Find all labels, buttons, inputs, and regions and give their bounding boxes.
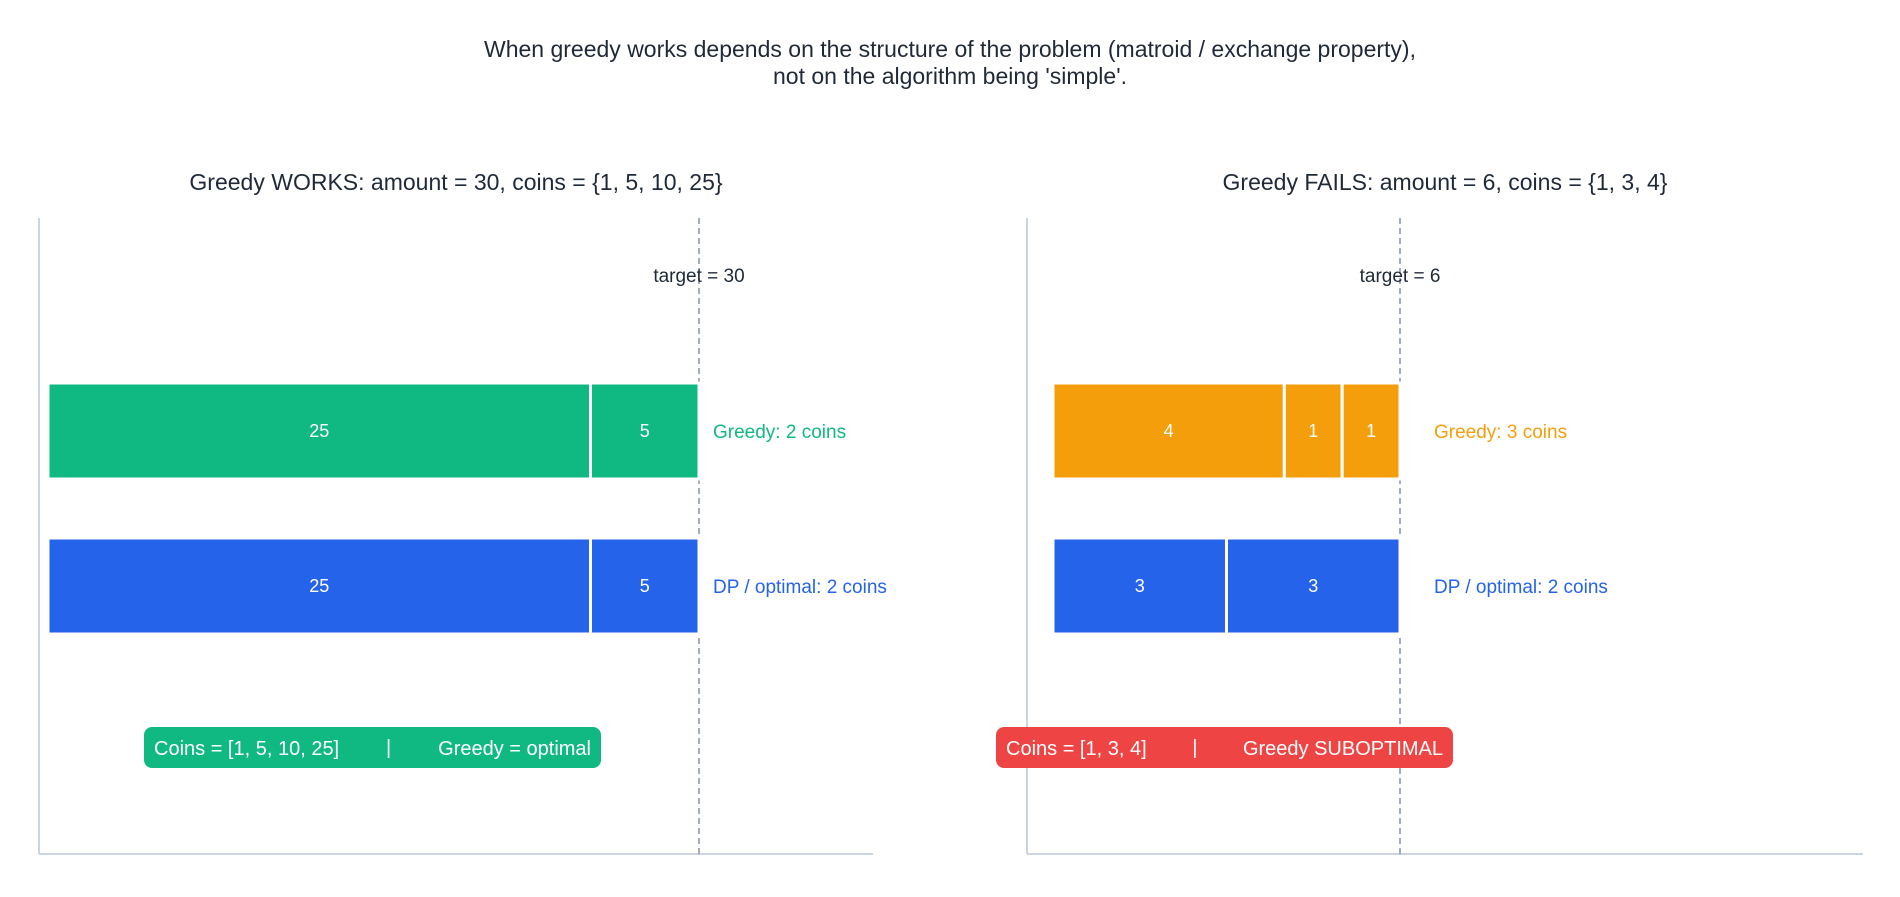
panel-works: Greedy WORKS: amount = 30, coins = {1, 5…: [38, 169, 887, 855]
coin-label: 5: [640, 576, 650, 596]
figure-title-line-1: When greedy works depends on the structu…: [484, 36, 1416, 62]
badge-right-text: Greedy = optimal: [438, 738, 591, 760]
coin-segment: [1225, 536, 1402, 636]
coin-label: 3: [1135, 576, 1145, 596]
coin-segment: [589, 536, 701, 636]
panel-fails: Greedy FAILS: amount = 6, coins = {1, 3,…: [996, 169, 1863, 855]
series-label: Greedy: 3 coins: [1434, 422, 1567, 443]
badge-separator: |: [386, 737, 391, 759]
badge-right-text: Greedy SUBOPTIMAL: [1243, 738, 1443, 760]
target-label: target = 30: [653, 266, 744, 287]
panel-title: Greedy WORKS: amount = 30, coins = {1, 5…: [189, 169, 722, 195]
coin-segment: [1051, 381, 1286, 481]
coin-segment: [1340, 381, 1402, 481]
coin-segment: [46, 536, 592, 636]
coin-segment: [46, 381, 592, 481]
badge-background: [144, 727, 601, 768]
summary-badge: Coins = [1, 3, 4] | Greedy SUBOPTIMAL: [996, 727, 1453, 768]
series-label: DP / optimal: 2 coins: [713, 577, 887, 598]
coin-label: 25: [309, 421, 329, 441]
panel-title: Greedy FAILS: amount = 6, coins = {1, 3,…: [1223, 169, 1668, 195]
coin-segment: [1282, 381, 1344, 481]
coin-segment: [589, 381, 701, 481]
series-label: DP / optimal: 2 coins: [1434, 577, 1608, 598]
badge-left-text: Coins = [1, 3, 4]: [1006, 738, 1147, 760]
coin-label: 1: [1366, 421, 1376, 441]
coin-label: 3: [1308, 576, 1318, 596]
badge-background: [996, 727, 1453, 768]
coin-label: 5: [640, 421, 650, 441]
coin-label: 4: [1164, 421, 1174, 441]
badge-separator: |: [1192, 737, 1197, 759]
series-label: Greedy: 2 coins: [713, 422, 846, 443]
badge-left-text: Coins = [1, 5, 10, 25]: [154, 738, 339, 760]
coin-label: 25: [309, 576, 329, 596]
target-label: target = 6: [1360, 266, 1441, 287]
coin-label: 1: [1308, 421, 1318, 441]
figure-title-line-2: not on the algorithm being 'simple'.: [773, 63, 1127, 89]
summary-badge: Coins = [1, 5, 10, 25] | Greedy = optimal: [144, 727, 601, 768]
